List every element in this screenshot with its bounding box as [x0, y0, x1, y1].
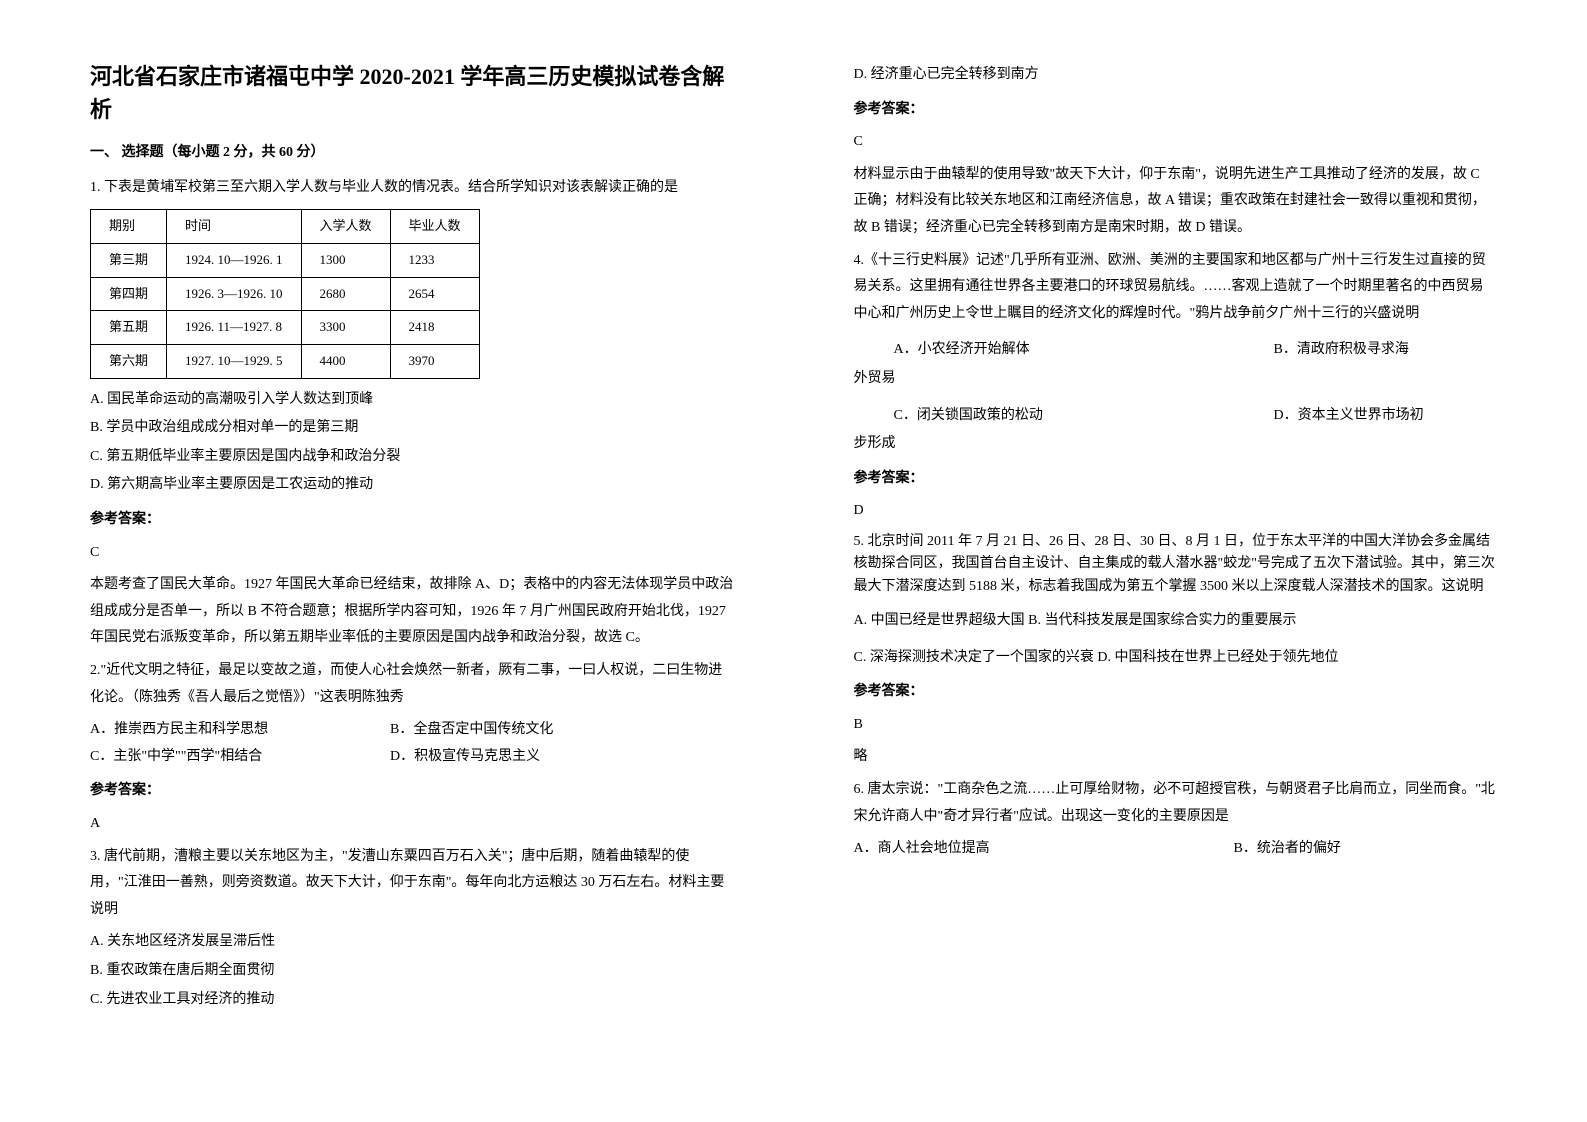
q2-opt-d: D．积极宣传马克思主义 [390, 744, 734, 771]
table-cell: 1926. 11—1927. 8 [167, 311, 302, 345]
q5-ans: B [854, 712, 1498, 739]
q4-stem: 4.《十三行史料展》记述"几乎所有亚洲、欧洲、美洲的主要国家和地区都与广州十三行… [854, 248, 1498, 328]
q1-exp: 本题考查了国民大革命。1927 年国民大革命已经结束，故排除 A、D；表格中的内… [90, 572, 734, 652]
q3-opt-a: A. 关东地区经济发展呈滞后性 [90, 929, 734, 956]
q5-stem: 5. 北京时间 2011 年 7 月 21 日、26 日、28 日、30 日、8… [854, 531, 1498, 598]
q5-ans-head: 参考答案： [854, 679, 1498, 706]
table-cell: 第五期 [91, 311, 167, 345]
q6-stem: 6. 唐太宗说："工商杂色之流……止可厚给财物，必不可超授官秩，与朝贤君子比肩而… [854, 777, 1498, 830]
table-cell: 2654 [390, 277, 479, 311]
q4-opt-d-cont: 步形成 [854, 431, 1498, 458]
table-cell: 2418 [390, 311, 479, 345]
q6-opt-b: B．统治者的偏好 [1234, 836, 1341, 863]
table-cell: 第六期 [91, 344, 167, 378]
q4-opt-b-cont: 外贸易 [854, 366, 1498, 393]
table-header: 毕业人数 [390, 210, 479, 244]
q5-opt-ab: A. 中国已经是世界超级大国 B. 当代科技发展是国家综合实力的重要展示 [854, 608, 1498, 635]
table-header: 入学人数 [301, 210, 390, 244]
table-cell: 2680 [301, 277, 390, 311]
q2-stem: 2."近代文明之特征，最足以变故之道，而使人心社会焕然一新者，厥有二事，一曰人权… [90, 658, 734, 711]
q1-opt-b: B. 学员中政治组成成分相对单一的是第三期 [90, 415, 734, 442]
table-row: 第六期1927. 10—1929. 544003970 [91, 344, 480, 378]
q4-ans-head: 参考答案： [854, 466, 1498, 493]
doc-title: 河北省石家庄市诸福屯中学 2020-2021 学年高三历史模拟试卷含解析 [90, 60, 734, 126]
q4-opt-d: D．资本主义世界市场初 [1274, 403, 1424, 430]
q6-opt-a: A．商人社会地位提高 [854, 836, 1234, 863]
left-column: 河北省石家庄市诸福屯中学 2020-2021 学年高三历史模拟试卷含解析 一、 … [0, 0, 794, 1122]
q3-opt-d: D. 经济重心已完全转移到南方 [854, 62, 1498, 89]
q2-ans: A [90, 811, 734, 838]
q4-opt-b: B．清政府积极寻求海 [1274, 337, 1409, 364]
q2-opt-a: A．推崇西方民主和科学思想 [90, 717, 390, 744]
q1-opt-d: D. 第六期高毕业率主要原因是工农运动的推动 [90, 472, 734, 499]
table-cell: 1233 [390, 243, 479, 277]
q1-opt-a: A. 国民革命运动的高潮吸引入学人数达到顶峰 [90, 387, 734, 414]
table-cell: 3970 [390, 344, 479, 378]
table-row: 第三期1924. 10—1926. 113001233 [91, 243, 480, 277]
table-header: 时间 [167, 210, 302, 244]
q2-opt-c: C．主张"中学""西学"相结合 [90, 744, 390, 771]
q4-opt-c: C．闭关锁国政策的松动 [854, 403, 1274, 430]
q3-ans: C [854, 129, 1498, 156]
q3-opt-c: C. 先进农业工具对经济的推动 [90, 987, 734, 1014]
table-row: 第五期1926. 11—1927. 833002418 [91, 311, 480, 345]
table-header: 期别 [91, 210, 167, 244]
table-cell: 第四期 [91, 277, 167, 311]
table-cell: 3300 [301, 311, 390, 345]
table-cell: 第三期 [91, 243, 167, 277]
q4-opt-a: A．小农经济开始解体 [854, 337, 1274, 364]
q2-ans-head: 参考答案： [90, 778, 734, 805]
q5-sl: 略 [854, 744, 1498, 771]
section-1-head: 一、 选择题（每小题 2 分，共 60 分） [90, 140, 734, 167]
q3-ans-head: 参考答案： [854, 97, 1498, 124]
table-cell: 4400 [301, 344, 390, 378]
q3-exp: 材料显示由于曲辕犁的使用导致"故天下大计，仰于东南"，说明先进生产工具推动了经济… [854, 162, 1498, 242]
q1-ans-head: 参考答案： [90, 507, 734, 534]
q3-opt-b: B. 重农政策在唐后期全面贯彻 [90, 958, 734, 985]
table-cell: 1924. 10—1926. 1 [167, 243, 302, 277]
table-cell: 1300 [301, 243, 390, 277]
q1-stem: 1. 下表是黄埔军校第三至六期入学人数与毕业人数的情况表。结合所学知识对该表解读… [90, 175, 734, 202]
q3-stem: 3. 唐代前期，漕粮主要以关东地区为主，"发漕山东粟四百万石入关"；唐中后期，随… [90, 844, 734, 924]
q1-opt-c: C. 第五期低毕业率主要原因是国内战争和政治分裂 [90, 444, 734, 471]
table-row: 第四期1926. 3—1926. 1026802654 [91, 277, 480, 311]
table-cell: 1926. 3—1926. 10 [167, 277, 302, 311]
q2-opt-b: B．全盘否定中国传统文化 [390, 717, 734, 744]
q4-ans: D [854, 498, 1498, 525]
table-cell: 1927. 10—1929. 5 [167, 344, 302, 378]
q1-table: 期别时间入学人数毕业人数 第三期1924. 10—1926. 113001233… [90, 209, 480, 378]
q1-ans: C [90, 540, 734, 567]
right-column: D. 经济重心已完全转移到南方 参考答案： C 材料显示由于曲辕犁的使用导致"故… [794, 0, 1587, 1122]
q5-opt-cd: C. 深海探测技术决定了一个国家的兴衰 D. 中国科技在世界上已经处于领先地位 [854, 645, 1498, 672]
